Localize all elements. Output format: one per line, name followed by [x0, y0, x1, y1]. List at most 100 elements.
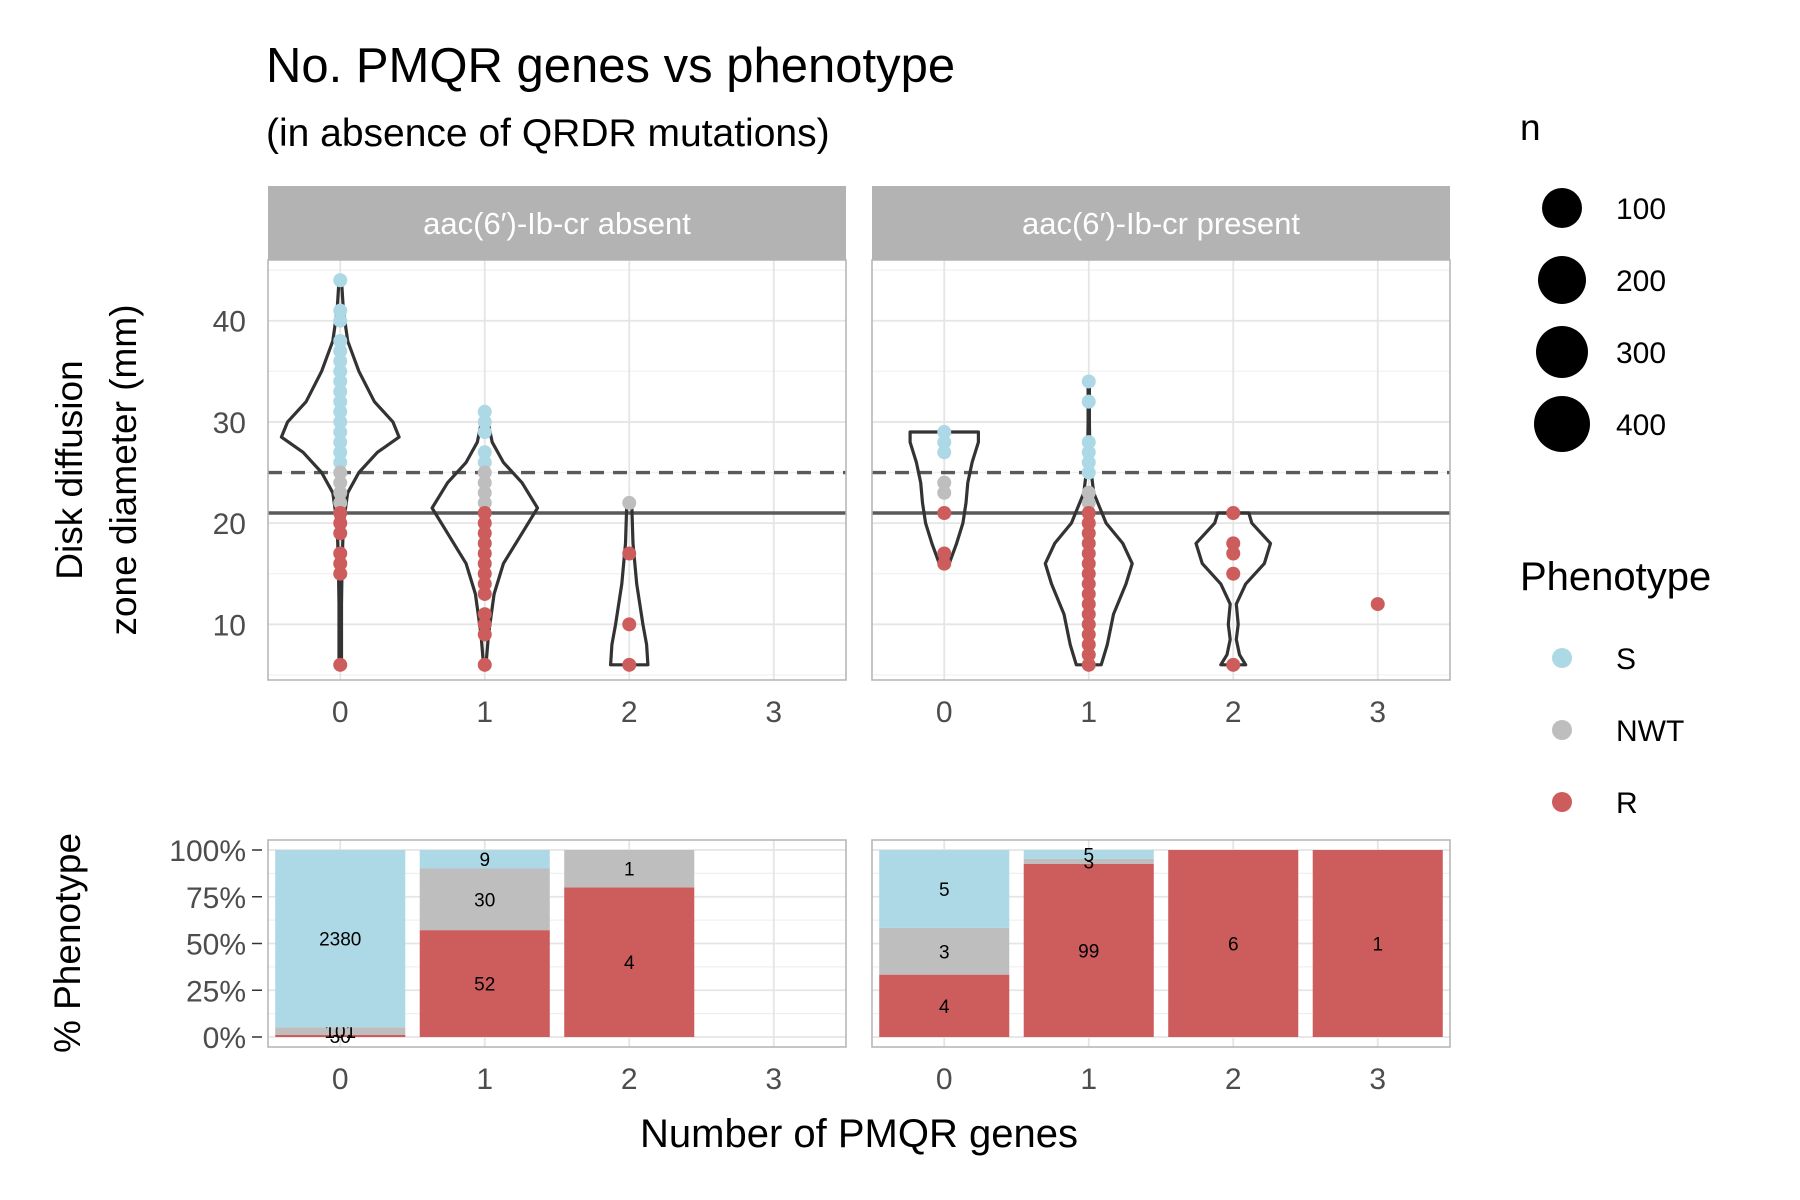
facet-strip-label: aac(6′)-Ib-cr absent — [423, 206, 691, 241]
data-point — [477, 576, 492, 591]
y-tick-label: 20 — [213, 508, 246, 541]
bar-count-label: 101 — [324, 1022, 356, 1043]
data-point — [333, 425, 348, 440]
bar-segment — [564, 850, 695, 888]
data-point — [937, 485, 952, 500]
data-point — [333, 566, 348, 581]
data-point — [937, 475, 952, 490]
data-point — [333, 516, 348, 531]
data-point — [477, 425, 492, 440]
x-tick-label: 3 — [765, 696, 782, 729]
chart-subtitle: (in absence of QRDR mutations) — [266, 112, 830, 155]
chart-title: No. PMQR genes vs phenotype — [266, 39, 956, 93]
data-point — [1081, 607, 1096, 622]
panel-background — [268, 260, 846, 680]
data-point — [333, 333, 348, 348]
bar-segment — [1023, 863, 1154, 1037]
size-legend-label: 300 — [1616, 337, 1666, 370]
data-point — [1081, 465, 1096, 480]
data-point — [333, 495, 348, 510]
bar-segment — [419, 868, 550, 931]
y-tick-label: 0% — [203, 1022, 246, 1055]
y-tick-label: 25% — [186, 975, 246, 1008]
x-tick-label: 2 — [1225, 1063, 1242, 1096]
data-point — [1081, 495, 1096, 510]
data-point — [1081, 586, 1096, 601]
violin-panel-0: aac(6′)-Ib-cr absent 0 1 2 3 — [267, 186, 847, 729]
data-point — [333, 303, 348, 318]
panel-border — [267, 259, 847, 681]
violin — [908, 430, 980, 566]
x-tick-label: 2 — [621, 696, 638, 729]
data-point — [1081, 657, 1096, 672]
data-point — [333, 465, 348, 480]
x-tick-label: 2 — [1225, 696, 1242, 729]
phenotype-legend-key — [1552, 720, 1572, 740]
bar-count-label: 1 — [624, 860, 635, 881]
x-tick-label: 0 — [936, 696, 953, 729]
data-point — [1081, 627, 1096, 642]
bar-segment — [1023, 858, 1154, 864]
data-point — [477, 475, 492, 490]
bar-segment — [419, 850, 550, 869]
bar-segment — [419, 930, 550, 1037]
x-tick-label: 3 — [1369, 1063, 1386, 1096]
data-point — [333, 404, 348, 419]
y-axis-label-line: Disk diffusion — [49, 360, 90, 579]
data-point — [333, 435, 348, 450]
facet-strip — [872, 186, 1450, 260]
data-point — [477, 586, 492, 601]
data-point — [333, 354, 348, 369]
bar-count-label: 99 — [1078, 941, 1099, 962]
data-point — [477, 526, 492, 541]
y-tick-label: 75% — [186, 882, 246, 915]
data-point — [333, 394, 348, 409]
data-point — [937, 556, 952, 571]
data-point — [1081, 506, 1096, 521]
panel-background — [872, 260, 1450, 680]
bar-count-label: 2380 — [319, 930, 361, 951]
bar-segment — [275, 1034, 406, 1037]
bar-segment — [879, 927, 1010, 975]
y-tick-label: 10 — [213, 609, 246, 642]
data-point — [1226, 506, 1241, 521]
data-point — [1226, 546, 1241, 561]
data-point — [477, 627, 492, 642]
data-point — [333, 526, 348, 541]
data-point — [937, 425, 952, 440]
data-point — [333, 475, 348, 490]
size-legend-key — [1542, 188, 1582, 228]
data-point — [1081, 597, 1096, 612]
bar-count-label: 6 — [1228, 935, 1239, 956]
size-legend-label: 100 — [1616, 193, 1666, 226]
data-point — [1081, 647, 1096, 662]
violin-panel-1: aac(6′)-Ib-cr present 0 1 2 3 — [871, 186, 1451, 729]
data-point — [622, 495, 637, 510]
data-point — [1081, 516, 1096, 531]
data-point — [477, 404, 492, 419]
data-point — [1226, 566, 1241, 581]
data-point — [477, 607, 492, 622]
bar-segment — [564, 887, 695, 1037]
data-point — [333, 313, 348, 328]
x-tick-label: 1 — [476, 696, 493, 729]
panel-border — [871, 259, 1451, 681]
data-point — [937, 506, 952, 521]
data-point — [477, 485, 492, 500]
data-point — [333, 657, 348, 672]
data-point — [477, 556, 492, 571]
bar-count-label: 5 — [939, 880, 950, 901]
data-point — [622, 546, 637, 561]
data-point — [1081, 536, 1096, 551]
data-point — [477, 414, 492, 429]
x-tick-label: 3 — [765, 1063, 782, 1096]
data-point — [1081, 526, 1096, 541]
size-legend-label: 400 — [1616, 409, 1666, 442]
phenotype-legend-key — [1552, 648, 1572, 668]
y-axis-label-line: zone diameter (mm) — [103, 304, 144, 635]
data-point — [1226, 657, 1241, 672]
bar-segment — [1168, 850, 1299, 1037]
y-axis-label: Disk diffusion zone diameter (mm) — [49, 304, 144, 635]
data-point — [333, 485, 348, 500]
data-point — [477, 657, 492, 672]
